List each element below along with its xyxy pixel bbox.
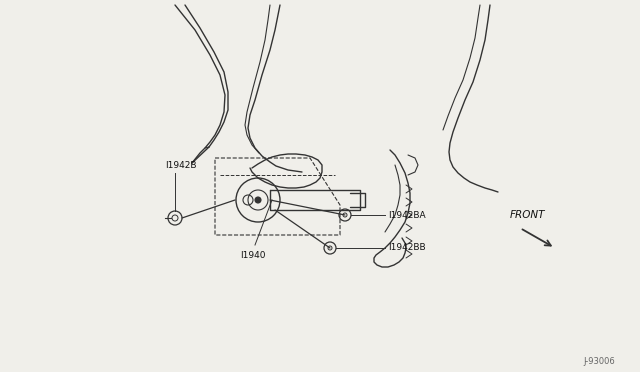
Text: J-93006: J-93006 <box>583 357 615 366</box>
Text: I1942BA: I1942BA <box>388 211 426 219</box>
Text: I1942BB: I1942BB <box>388 244 426 253</box>
Text: FRONT: FRONT <box>510 210 545 220</box>
Circle shape <box>255 197 261 203</box>
Text: I1942B: I1942B <box>165 161 196 170</box>
Text: I1940: I1940 <box>240 250 266 260</box>
